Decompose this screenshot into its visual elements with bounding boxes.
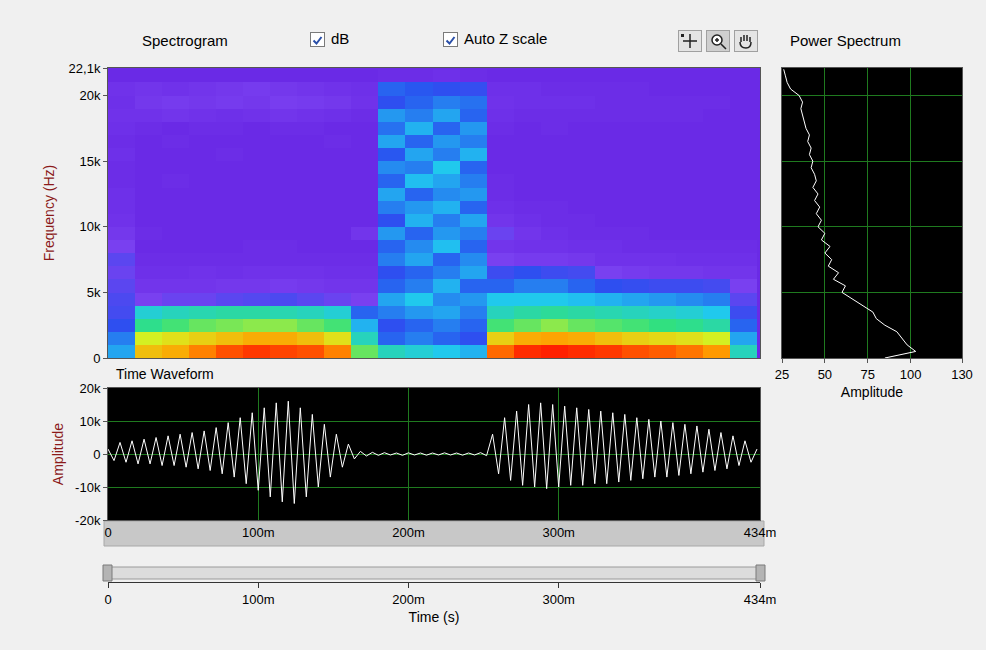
html-text:Auto Z scale: Auto Z scale (464, 30, 548, 47)
svg-text:10k: 10k (79, 219, 100, 234)
html-text:dB: dB (331, 30, 350, 47)
svg-text:0: 0 (104, 592, 111, 607)
svg-text:Amplitude: Amplitude (50, 423, 66, 485)
svg-text:Amplitude: Amplitude (841, 384, 903, 400)
svg-text:Time (s): Time (s) (409, 609, 460, 625)
svg-text:300m: 300m (542, 592, 575, 607)
svg-text:0: 0 (93, 447, 100, 462)
svg-text:20k: 20k (79, 381, 100, 396)
svg-text:25: 25 (775, 367, 789, 382)
svg-text:100: 100 (900, 367, 922, 382)
svg-text:100m: 100m (242, 592, 275, 607)
svg-text:0: 0 (104, 525, 111, 540)
svg-text:-20k: -20k (75, 513, 101, 528)
svg-text:130: 130 (951, 367, 973, 382)
svg-text:Power Spectrum: Power Spectrum (790, 32, 901, 49)
svg-text:300m: 300m (542, 525, 575, 540)
svg-text:Time Waveform: Time Waveform (116, 366, 214, 382)
svg-text:100m: 100m (242, 525, 275, 540)
svg-text:-10k: -10k (75, 480, 101, 495)
svg-text:22,1k: 22,1k (69, 61, 101, 76)
svg-text:Frequency (Hz): Frequency (Hz) (41, 165, 57, 261)
svg-text:Spectrogram: Spectrogram (142, 32, 228, 49)
svg-text:10k: 10k (79, 414, 100, 429)
svg-text:434m: 434m (744, 592, 777, 607)
svg-text:5k: 5k (87, 285, 101, 300)
svg-text:75: 75 (860, 367, 874, 382)
svg-text:200m: 200m (392, 525, 425, 540)
svg-text:50: 50 (818, 367, 832, 382)
svg-text:15k: 15k (79, 154, 100, 169)
svg-text:200m: 200m (392, 592, 425, 607)
svg-text:434m: 434m (744, 525, 777, 540)
svg-text:20k: 20k (79, 88, 100, 103)
svg-text:0: 0 (93, 351, 100, 366)
